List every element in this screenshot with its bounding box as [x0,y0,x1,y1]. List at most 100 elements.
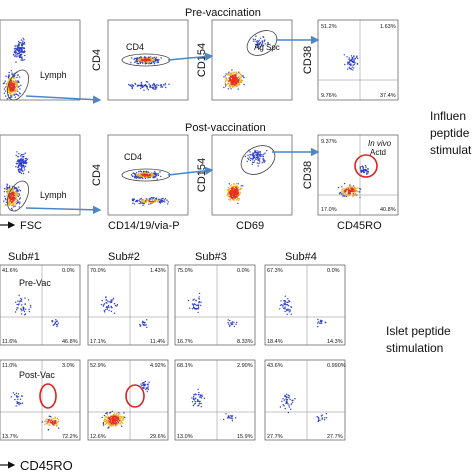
event-dot [46,420,48,422]
event-dot [258,47,260,50]
event-dot [14,311,17,313]
event-dot [198,404,200,407]
event-dot [355,187,357,189]
event-dot [229,198,231,201]
islet-post-sub4-quad-ll: 27.7% [267,434,283,440]
event-dot [46,418,48,420]
event-dot [103,310,106,312]
event-dot [15,45,17,47]
event-dot [155,201,157,203]
event-dot [366,168,369,170]
event-dot [12,203,14,206]
event-dot [137,199,139,201]
event-dot [284,407,286,410]
event-dot [19,201,21,203]
event-dot [17,393,20,395]
r1-ylabel-cd154: CD154 [196,43,208,77]
influenza-label-line2: peptide [430,126,470,140]
event-dot [261,45,263,47]
event-dot [139,323,141,326]
influenza-label-line3: stimulat [430,143,472,157]
r1-quad-ul: 51.2% [321,24,337,30]
event-dot [109,419,111,421]
event-dot [145,388,147,391]
event-dot [286,399,288,401]
event-dot [17,201,20,203]
event-dot [23,39,25,41]
event-dot [148,171,150,174]
cd154-plot-pre [211,19,293,101]
event-dot [139,61,141,63]
event-dot [344,191,346,193]
event-dot [262,157,264,159]
event-dot [353,63,355,66]
event-dot [262,160,265,162]
r1-ylabel-cd38: CD38 [302,46,314,74]
event-dot [235,183,238,185]
event-dot [58,427,60,429]
event-dot [362,170,365,172]
event-dot [248,158,250,161]
row2-plots: Lymph CD4 In vivo Actd 9.37% 17.0% 40.8%… [0,134,399,216]
event-dot [159,199,161,201]
event-dot [20,39,23,41]
r2-ylabel-cd4: CD4 [91,164,103,186]
event-dot [16,90,18,92]
event-dot [233,79,236,82]
event-dot [24,159,26,162]
event-dot [10,203,12,205]
event-dot [151,57,154,59]
event-dot [130,62,132,64]
event-dot [319,320,321,322]
event-dot [193,298,195,300]
event-dot [106,414,109,416]
event-dot [15,200,18,202]
event-dot [232,74,234,77]
event-dot [10,80,13,82]
xlabel-cd69: CD69 [236,220,264,232]
event-dot [341,190,343,192]
event-dot [16,188,18,190]
event-dot [155,56,158,58]
event-dot [158,58,160,61]
event-dot [133,58,135,61]
event-dot [240,81,243,84]
islet-post-sub1-quad-ll: 13.7% [2,434,18,440]
event-dot [240,80,242,82]
event-dot [15,203,17,205]
event-dot [223,86,225,89]
event-dot [18,81,20,84]
event-dot [288,406,290,408]
event-dot [3,88,6,90]
event-dot [118,423,120,425]
event-dot [11,94,14,96]
event-dot [24,169,26,171]
event-dot [20,169,22,171]
event-dot [238,77,240,80]
event-dot [282,404,284,406]
event-dot [20,155,22,157]
event-dot [239,188,241,191]
event-dot [238,194,240,196]
event-dot [17,190,19,192]
event-dot [102,424,105,426]
event-dot [142,324,144,326]
event-dot [5,201,8,203]
event-dot [162,84,165,86]
event-dot [289,398,291,401]
event-dot [132,175,134,177]
event-dot [112,297,115,299]
event-dot [147,60,149,63]
event-dot [141,175,143,177]
event-dot [266,150,268,152]
event-dot [106,412,108,414]
event-dot [103,419,106,422]
event-dot [237,199,240,201]
event-dot [57,419,59,421]
event-dot [122,418,124,420]
event-dot [49,424,51,426]
event-dot [259,150,261,153]
event-dot [5,82,8,85]
event-dot [120,419,122,422]
event-dot [320,415,322,417]
